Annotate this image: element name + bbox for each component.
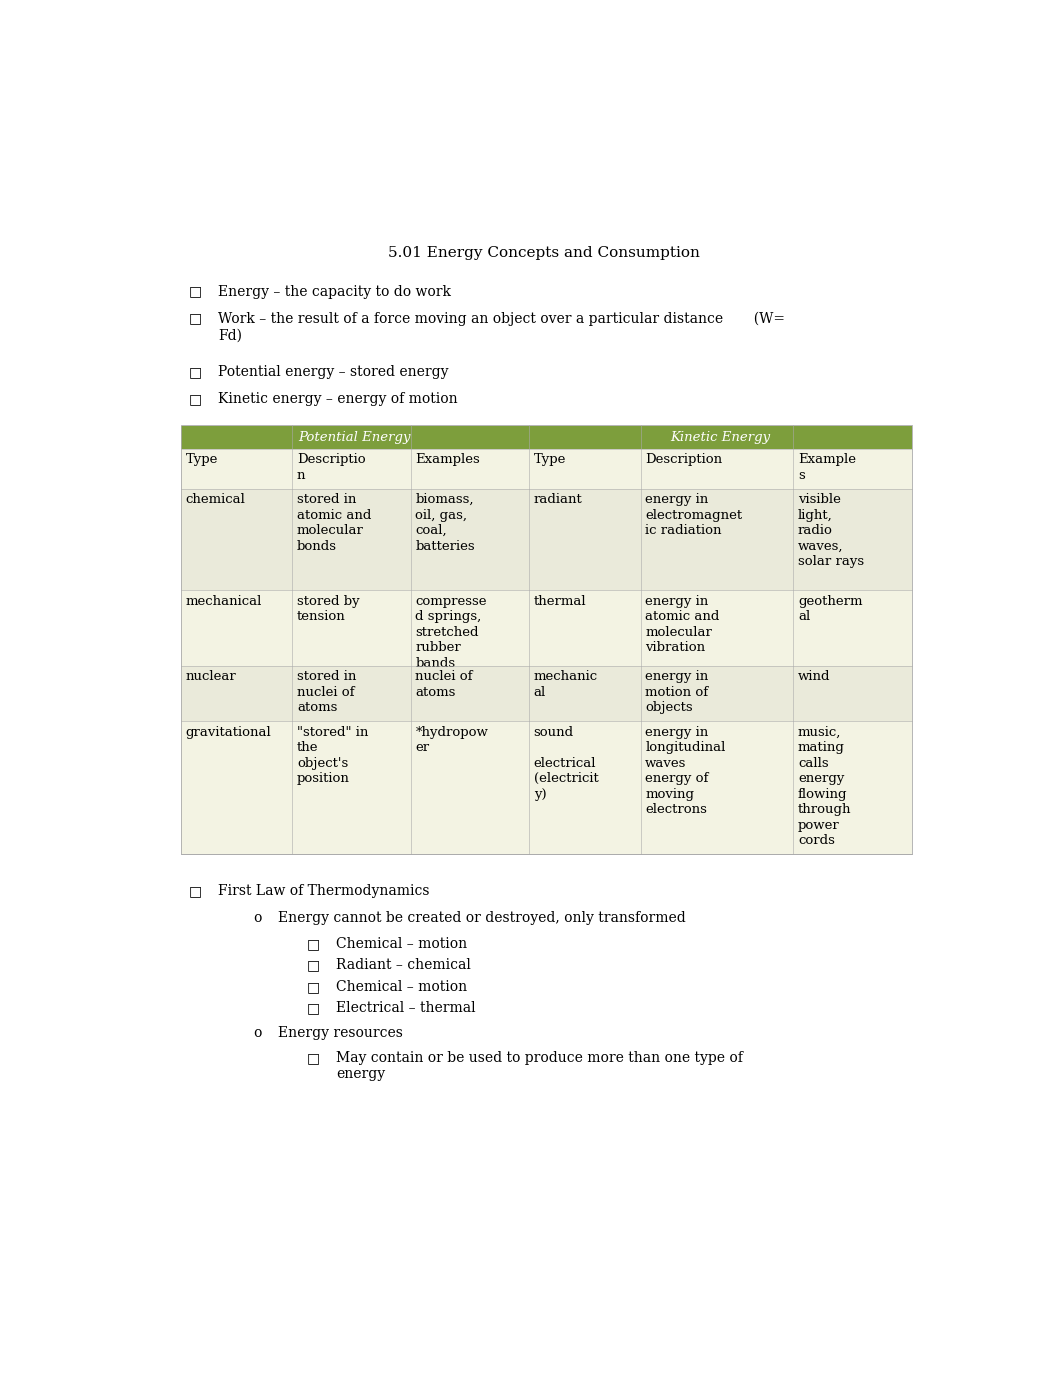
- Text: Example
s: Example s: [798, 453, 856, 482]
- Text: Potential Energy: Potential Energy: [298, 431, 411, 443]
- Text: biomass,
oil, gas,
coal,
batteries: biomass, oil, gas, coal, batteries: [415, 493, 475, 552]
- Text: Energy cannot be created or destroyed, only transformed: Energy cannot be created or destroyed, o…: [278, 912, 686, 925]
- Text: thermal: thermal: [534, 595, 586, 607]
- Text: □: □: [189, 311, 202, 325]
- Text: "stored" in
the
object's
position: "stored" in the object's position: [297, 726, 369, 785]
- Text: stored in
nuclei of
atoms: stored in nuclei of atoms: [297, 671, 357, 715]
- Text: Energy – the capacity to do work: Energy – the capacity to do work: [218, 285, 451, 299]
- Bar: [181, 591, 911, 665]
- Text: compresse
d springs,
stretched
rubber
bands: compresse d springs, stretched rubber ba…: [415, 595, 486, 669]
- Text: Examples: Examples: [415, 453, 480, 467]
- Text: energy in
motion of
objects: energy in motion of objects: [646, 671, 708, 715]
- Text: stored by
tension: stored by tension: [297, 595, 360, 624]
- Text: nuclei of
atoms: nuclei of atoms: [415, 671, 473, 700]
- Text: energy in
electromagnet
ic radiation: energy in electromagnet ic radiation: [646, 493, 742, 537]
- Text: mechanic
al: mechanic al: [534, 671, 598, 700]
- Text: First Law of Thermodynamics: First Law of Thermodynamics: [218, 884, 429, 898]
- Text: □: □: [189, 884, 202, 898]
- Text: energy in
atomic and
molecular
vibration: energy in atomic and molecular vibration: [646, 595, 720, 654]
- Text: o: o: [253, 912, 261, 925]
- Text: nuclear: nuclear: [186, 671, 236, 683]
- Text: Potential energy – stored energy: Potential energy – stored energy: [218, 365, 448, 380]
- Text: Description: Description: [646, 453, 722, 467]
- Text: mechanical: mechanical: [186, 595, 262, 607]
- Text: □: □: [189, 285, 202, 299]
- Text: Chemical – motion: Chemical – motion: [336, 936, 467, 950]
- Text: Kinetic Energy: Kinetic Energy: [670, 431, 770, 443]
- Text: chemical: chemical: [186, 493, 245, 507]
- Text: geotherm
al: geotherm al: [798, 595, 862, 624]
- Text: 5.01 Energy Concepts and Consumption: 5.01 Energy Concepts and Consumption: [389, 246, 700, 260]
- Text: Descriptio
n: Descriptio n: [297, 453, 365, 482]
- Bar: [181, 489, 911, 591]
- Text: Work – the result of a force moving an object over a particular distance       (: Work – the result of a force moving an o…: [218, 311, 785, 343]
- Text: wind: wind: [798, 671, 830, 683]
- Text: □: □: [307, 958, 321, 972]
- Text: Electrical – thermal: Electrical – thermal: [336, 1001, 476, 1015]
- Text: □: □: [307, 1051, 321, 1064]
- Text: o: o: [253, 1026, 261, 1040]
- Text: □: □: [189, 365, 202, 380]
- Text: Radiant – chemical: Radiant – chemical: [336, 958, 470, 972]
- Text: music,
mating
calls
energy
flowing
through
power
cords: music, mating calls energy flowing throu…: [798, 726, 852, 847]
- Bar: [181, 665, 911, 722]
- Text: energy in
longitudinal
waves
energy of
moving
electrons: energy in longitudinal waves energy of m…: [646, 726, 725, 817]
- Text: Chemical – motion: Chemical – motion: [336, 980, 467, 994]
- Text: sound

electrical
(electricit
y): sound electrical (electricit y): [534, 726, 599, 801]
- Text: □: □: [307, 980, 321, 994]
- Bar: [181, 449, 911, 489]
- Text: visible
light,
radio
waves,
solar rays: visible light, radio waves, solar rays: [798, 493, 864, 569]
- Text: Type: Type: [534, 453, 566, 467]
- Bar: [181, 425, 911, 449]
- Bar: [181, 425, 911, 854]
- Bar: [181, 722, 911, 854]
- Text: gravitational: gravitational: [186, 726, 271, 739]
- Text: stored in
atomic and
molecular
bonds: stored in atomic and molecular bonds: [297, 493, 372, 552]
- Text: May contain or be used to produce more than one type of
energy: May contain or be used to produce more t…: [336, 1051, 742, 1081]
- Text: Kinetic energy – energy of motion: Kinetic energy – energy of motion: [218, 392, 458, 406]
- Text: *hydropow
er: *hydropow er: [415, 726, 489, 755]
- Text: □: □: [307, 936, 321, 950]
- Text: □: □: [307, 1001, 321, 1015]
- Text: radiant: radiant: [534, 493, 582, 507]
- Text: □: □: [189, 392, 202, 406]
- Text: Type: Type: [186, 453, 218, 467]
- Text: Energy resources: Energy resources: [278, 1026, 404, 1040]
